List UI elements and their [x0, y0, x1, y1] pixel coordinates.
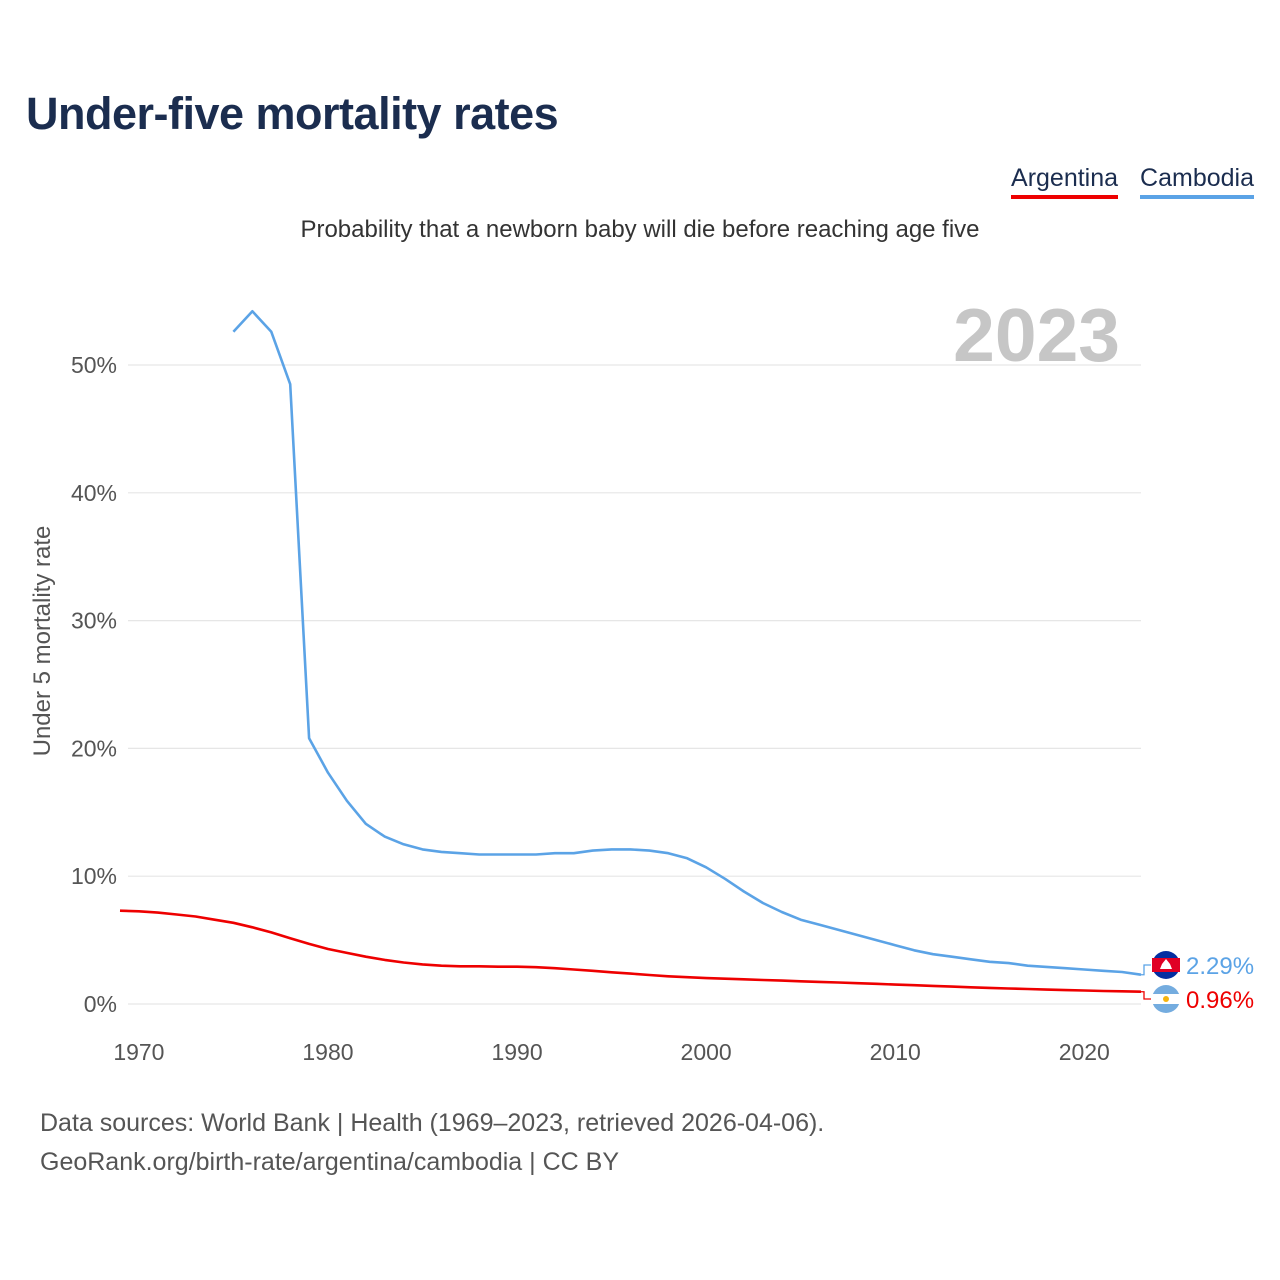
series-line-cambodia[interactable]	[232, 310, 1142, 976]
x-tick-label: 2010	[870, 1039, 921, 1065]
year-watermark: 2023	[953, 293, 1120, 377]
x-tick-label: 1980	[302, 1039, 353, 1065]
end-value-label-cambodia: 2.29%	[1186, 953, 1254, 980]
end-connector	[1141, 964, 1151, 976]
footer-link[interactable]: GeoRank.org/birth-rate/argentina/cambodi…	[40, 1148, 620, 1176]
y-tick-label: 50%	[71, 352, 117, 378]
x-tick-label: 2020	[1059, 1039, 1110, 1065]
x-tick-label: 2000	[681, 1039, 732, 1065]
y-tick-label: 40%	[71, 480, 117, 506]
y-axis-label: Under 5 mortality rate	[29, 526, 56, 757]
end-connector	[1141, 991, 1151, 1000]
footer: Data sources: World Bank | Health (1969–…	[40, 1104, 824, 1182]
series-line-argentina[interactable]	[119, 909, 1142, 993]
chart-subtitle: Probability that a newborn baby will die…	[300, 216, 980, 243]
y-tick-label: 10%	[71, 863, 117, 889]
legend: Argentina Cambodia	[1011, 164, 1254, 199]
legend-item-argentina[interactable]: Argentina	[1011, 164, 1119, 199]
y-tick-label: 0%	[84, 991, 117, 1017]
flag-argentina-icon	[1152, 985, 1180, 1013]
y-tick-label: 20%	[71, 735, 117, 761]
x-tick-label: 1990	[491, 1039, 542, 1065]
chart-title: Under-five mortality rates	[26, 88, 559, 139]
end-value-label-argentina: 0.96%	[1186, 987, 1254, 1014]
flag-cambodia-icon	[1152, 951, 1180, 979]
footer-sources: Data sources: World Bank | Health (1969–…	[40, 1109, 825, 1137]
legend-item-cambodia[interactable]: Cambodia	[1140, 164, 1254, 199]
x-tick-label: 1970	[113, 1039, 164, 1065]
y-tick-label: 30%	[71, 608, 117, 634]
